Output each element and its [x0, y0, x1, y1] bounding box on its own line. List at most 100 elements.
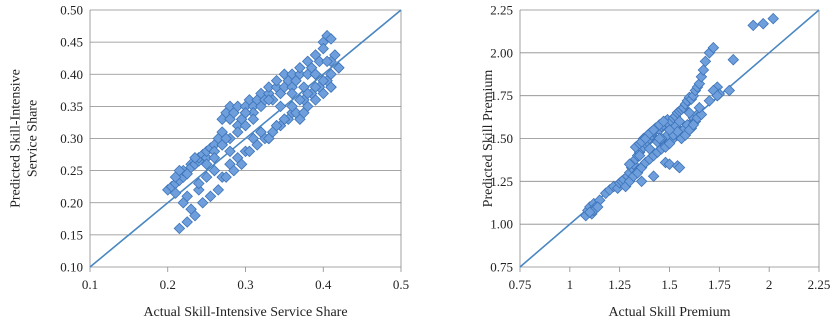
y-axis-title-line: Service Share [26, 100, 41, 177]
y-tick-label: 0.45 [60, 35, 83, 50]
x-tick-label: 0.75 [509, 277, 532, 292]
reference-line [89, 9, 402, 268]
data-point [208, 152, 221, 164]
data-point [255, 126, 267, 138]
data-point [294, 94, 306, 106]
data-point [683, 107, 696, 119]
y-tick-label: 0.30 [60, 131, 83, 146]
data-point [294, 62, 306, 74]
y-tick-label: 0.35 [60, 99, 83, 114]
y-tick-label: 0.25 [60, 163, 83, 178]
data-point [243, 145, 256, 158]
data-point [231, 126, 244, 138]
data-point [584, 206, 596, 218]
data-point [653, 132, 666, 145]
y-tick-label: 2.25 [490, 3, 513, 18]
data-point [635, 175, 648, 188]
y-tick-label: 1.75 [490, 88, 513, 103]
y-tick-label: 0.15 [60, 227, 83, 242]
data-point [767, 12, 779, 25]
x-axis-title: Actual Skill Premium [608, 305, 730, 320]
data-point [204, 190, 217, 203]
data-point [251, 139, 263, 151]
data-point [317, 74, 329, 87]
data-point [231, 100, 244, 113]
chart-1: 0.10 0.15 0.20 0.25 0.30 0.35 0.40 0.45 0.50 0.1 0… [9, 3, 410, 321]
data-point [274, 100, 287, 113]
data-point [301, 87, 314, 100]
data-point [270, 119, 283, 132]
data-point [633, 149, 646, 162]
x-tick-label: 0.4 [315, 277, 332, 292]
data-point [657, 115, 670, 128]
data-point [294, 68, 306, 80]
data-point [212, 184, 225, 196]
data-point [325, 33, 337, 45]
x-tick-label: 0.2 [160, 277, 176, 292]
data-point [325, 68, 337, 80]
data-point [263, 81, 275, 93]
data-point [309, 68, 322, 80]
data-point [673, 161, 686, 174]
data-point [193, 177, 205, 190]
x-tick-label: 2 [766, 277, 773, 292]
data-point [224, 145, 236, 158]
x-tick-label: 0.5 [393, 277, 409, 292]
data-point [169, 187, 182, 199]
data-point [239, 107, 252, 119]
x-tick-label: 0.3 [237, 277, 253, 292]
data-point [699, 55, 712, 68]
data-point [173, 222, 186, 235]
x-axis-title: Actual Skill-Intensive Service Share [143, 305, 347, 320]
data-point [707, 41, 720, 54]
data-point [727, 53, 740, 66]
data-point [270, 74, 283, 87]
data-point [196, 197, 209, 209]
data-point [747, 19, 759, 32]
data-point [173, 164, 186, 177]
y-axis-title-line: Predicted Skill Premium [481, 70, 496, 208]
data-point [263, 132, 275, 145]
data-point [695, 71, 708, 83]
y-axis-title-line: Predicted Skill-Intensive [9, 69, 24, 208]
data-point [228, 164, 240, 177]
x-tick-label: 1.5 [661, 277, 677, 292]
y-tick-label: 2.00 [490, 45, 513, 60]
data-point [333, 62, 345, 74]
data-point [321, 55, 333, 68]
data-point [325, 81, 337, 93]
y-tick-label: 0.40 [60, 67, 83, 82]
y-tick-label: 1.00 [490, 217, 513, 232]
y-tick-label: 0.20 [60, 195, 83, 210]
data-point [703, 95, 716, 107]
x-tick-label: 2.25 [808, 277, 831, 292]
data-point [591, 201, 604, 213]
data-point [220, 132, 232, 145]
data-point [663, 124, 676, 136]
data-point [286, 100, 298, 113]
y-tick-label: 0.75 [490, 260, 513, 275]
data-point [220, 171, 232, 183]
data-point [298, 107, 310, 119]
y-axis-title: Predicted Skill Premium [481, 70, 496, 208]
data-point [200, 171, 213, 183]
data-point [623, 158, 636, 170]
x-tick-label: 1.75 [708, 277, 731, 292]
data-point [181, 216, 193, 228]
x-tick-label: 1.25 [608, 277, 631, 292]
data-point [643, 143, 656, 155]
data-point [647, 124, 660, 136]
data-point [693, 101, 706, 114]
data-point [711, 89, 724, 102]
data-point [189, 152, 201, 164]
data-point [235, 158, 248, 170]
data-point [286, 87, 298, 100]
data-point [181, 190, 193, 203]
data-point [697, 64, 710, 76]
data-point [189, 209, 201, 222]
data-point [757, 17, 769, 30]
data-point [239, 119, 252, 132]
x-tick-label: 0.1 [82, 277, 98, 292]
